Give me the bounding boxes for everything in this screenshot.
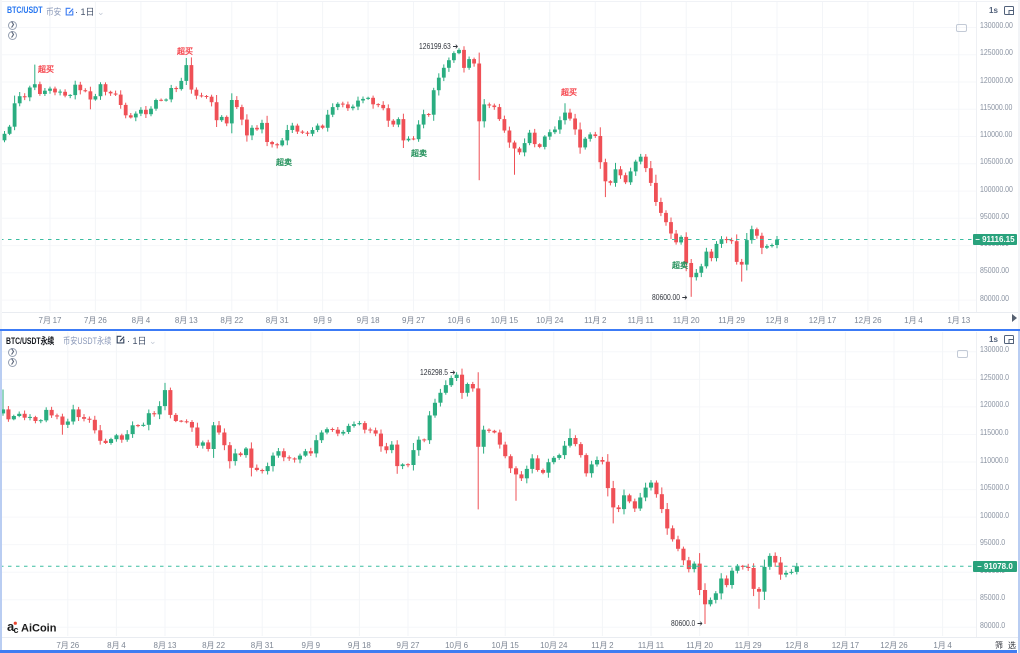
svg-text:a: a — [7, 620, 15, 634]
svg-text:AiCoin: AiCoin — [21, 623, 57, 635]
svg-text:c: c — [14, 625, 19, 634]
